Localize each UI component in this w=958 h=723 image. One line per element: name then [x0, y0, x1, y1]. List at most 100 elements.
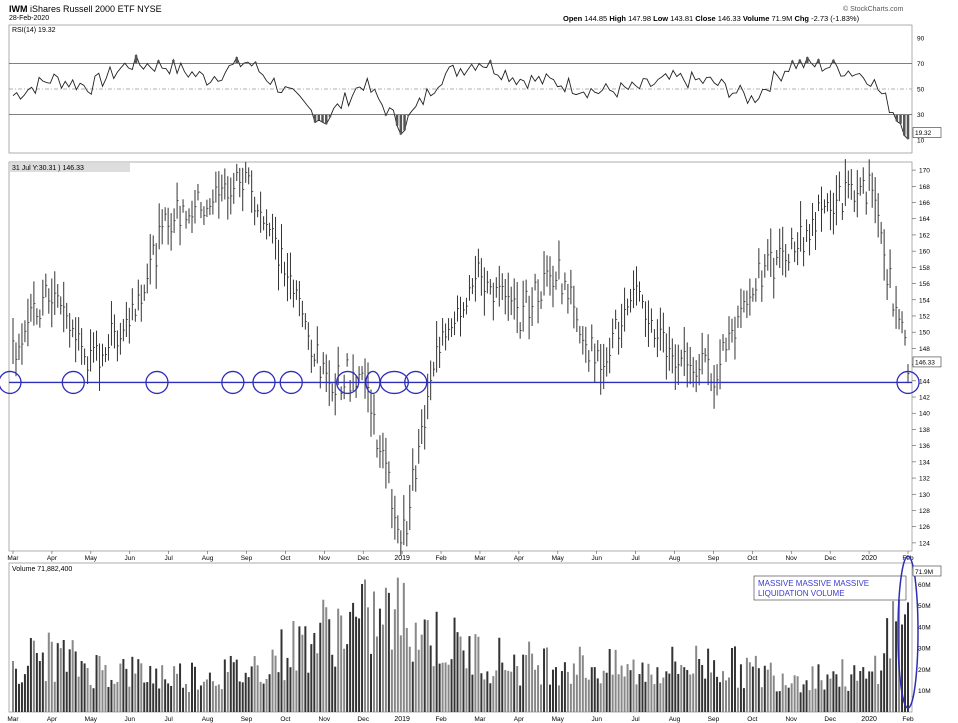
volume-x-tick-label: Jul: [164, 716, 173, 723]
support-touch-circle: [379, 370, 409, 395]
high-label: High: [609, 14, 626, 23]
annotation-text-line1: MASSIVE MASSIVE MASSIVE: [758, 579, 869, 588]
close-value: 146.33: [717, 14, 741, 23]
price-x-tick-label: Feb: [902, 555, 914, 562]
close-label: Close: [695, 14, 716, 23]
price-tick-label: 170: [919, 168, 930, 175]
low-label: Low: [653, 14, 669, 23]
volume-x-tick-label: Mar: [7, 716, 19, 723]
price-tick-label: 144: [919, 378, 930, 385]
price-x-tick-label: Aug: [669, 555, 681, 562]
support-touch-circle: [252, 370, 276, 395]
volume-x-tick-label: Jun: [591, 716, 602, 723]
rsi-value-tag: [912, 127, 942, 138]
support-touch-circle: [61, 370, 85, 395]
volume-x-tick-label: 2019: [394, 716, 410, 723]
volume-tick-label: 20M: [918, 667, 931, 674]
chart-date: 28-Feb-2020: [9, 15, 50, 22]
price-x-tick-label: Mar: [474, 555, 486, 562]
price-x-tick-label: Nov: [319, 555, 331, 562]
price-x-tick-label: Sep: [708, 555, 720, 562]
price-panel-frame: [8, 161, 913, 552]
price-x-tick-label: 2020: [861, 555, 877, 562]
support-touch-circle: [279, 370, 303, 395]
price-x-tick-label: May: [552, 555, 565, 562]
price-tick-label: 140: [919, 411, 930, 418]
volume-x-tick-label: Nov: [785, 716, 797, 723]
price-x-tick-label: Oct: [280, 555, 290, 562]
price-x-tick-label: Dec: [357, 555, 369, 562]
price-tick-label: 160: [919, 249, 930, 256]
price-x-tick-label: Jul: [164, 555, 173, 562]
price-x-tick-label: Nov: [785, 555, 797, 562]
price-x-tick-label: Apr: [514, 555, 525, 562]
price-tick-label: 136: [919, 443, 930, 450]
volume-x-tick-label: Oct: [280, 716, 290, 723]
price-x-tick-label: Dec: [824, 555, 836, 562]
volume-x-tick-label: May: [85, 716, 98, 723]
volume-x-tick-label: Aug: [202, 716, 214, 723]
price-tick-label: 152: [919, 313, 930, 320]
price-tick-label: 156: [919, 281, 930, 288]
price-x-tick-label: Apr: [47, 555, 58, 562]
price-tick-label: 124: [919, 540, 930, 547]
volume-tick-label: 10M: [918, 688, 931, 695]
volume-x-tick-label: Sep: [708, 716, 720, 723]
price-tick-label: 130: [919, 492, 930, 499]
volume-x-tick-label: Mar: [474, 716, 486, 723]
volume-x-tick-label: Jul: [631, 716, 640, 723]
price-tick-label: 166: [919, 200, 930, 207]
volume-tick-label: 60M: [918, 582, 931, 589]
price-x-tick-label: Sep: [241, 555, 253, 562]
price-x-tick-label: Aug: [202, 555, 214, 562]
rsi-tick-label: 30: [917, 112, 925, 119]
exchange: NYSE: [137, 4, 162, 14]
price-tick-label: 126: [919, 524, 930, 531]
rsi-tick-label: 70: [917, 61, 925, 68]
volume-x-tick-label: Nov: [319, 716, 331, 723]
price-tick-label: 150: [919, 330, 930, 337]
security-name: iShares Russell 2000 ETF: [30, 4, 135, 14]
price-tick-label: 148: [919, 346, 930, 353]
rsi-value-tag-label: 19.32: [915, 130, 932, 137]
high-value: 147.98: [628, 14, 652, 23]
price-x-tick-label: Jun: [591, 555, 602, 562]
price-label-box: [10, 163, 130, 172]
chart-title-row: IWM iShares Russell 2000 ETF NYSE: [9, 4, 162, 14]
price-x-tick-label: Feb: [435, 555, 447, 562]
ohlc-summary: Open 144.85 High 147.98 Low 143.81 Close…: [563, 14, 859, 23]
rsi-line: [12, 53, 909, 140]
annotation-text-line2: LIQUIDATION VOLUME: [758, 589, 845, 598]
open-label: Open: [563, 14, 583, 23]
price-tick-label: 162: [919, 232, 930, 239]
support-touch-circle: [221, 370, 245, 395]
price-x-tick-label: Oct: [747, 555, 757, 562]
volume-x-tick-label: Aug: [669, 716, 681, 723]
price-label: 31 Jul Y:30.31 ) 146.33: [12, 165, 84, 172]
price-value-tag-label: 146.33: [915, 359, 935, 366]
chg-value: -2.73 (-1.83%): [811, 14, 860, 23]
open-value: 144.85: [584, 14, 608, 23]
volume-x-tick-label: Feb: [902, 716, 914, 723]
rsi-tick-label: 10: [917, 138, 925, 145]
volume-value-tag: [912, 565, 942, 577]
volume-x-tick-label: Jun: [124, 716, 135, 723]
price-tick-label: 134: [919, 459, 930, 466]
low-value: 143.81: [670, 14, 694, 23]
volume-value-tag-label: 71.9M: [915, 569, 933, 576]
price-tick-label: 168: [919, 184, 930, 191]
volume-tick-label: 40M: [918, 624, 931, 631]
price-x-tick-label: 2019: [394, 555, 410, 562]
volume-tick-label: 50M: [918, 603, 931, 610]
volume-x-tick-label: 2020: [861, 716, 877, 723]
volume-x-tick-label: Sep: [241, 716, 253, 723]
chg-label: Chg: [794, 14, 810, 23]
price-value-tag: [912, 356, 942, 368]
rsi-tick-label: 50: [917, 87, 925, 94]
volume-x-tick-label: Dec: [357, 716, 369, 723]
volume-tick-label: 30M: [918, 646, 931, 653]
stockcharts-logo: © StockCharts.com: [843, 6, 904, 13]
price-tick-label: 128: [919, 508, 930, 515]
volume-x-tick-label: Oct: [747, 716, 757, 723]
